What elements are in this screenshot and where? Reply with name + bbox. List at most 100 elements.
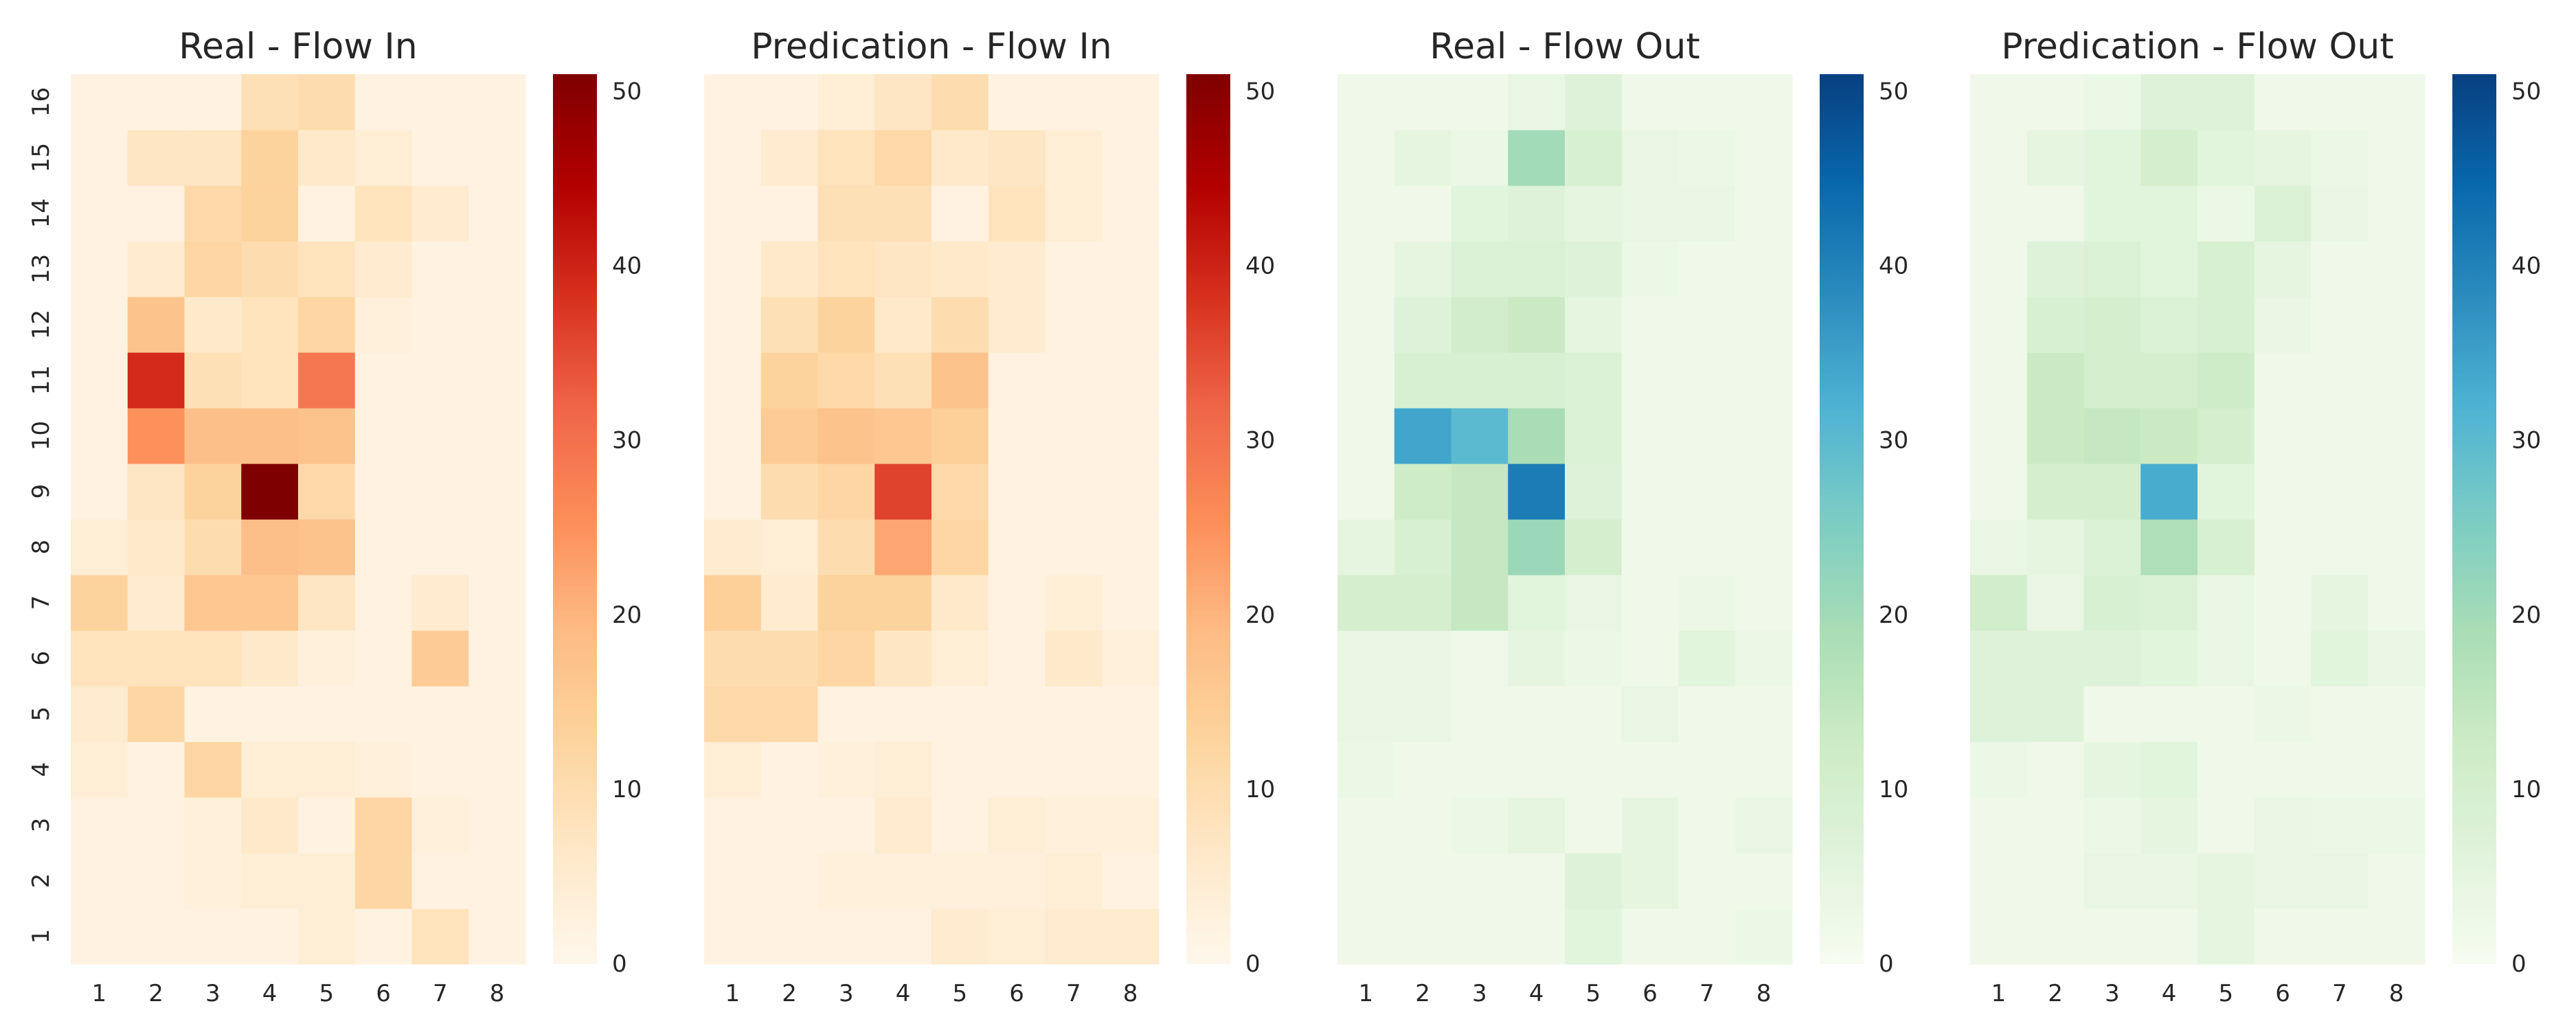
heatmap-cell — [468, 464, 526, 520]
heatmap-cell — [1394, 352, 1452, 409]
colorbar-tick-label: 10 — [2511, 776, 2541, 803]
heatmap-cell — [1045, 686, 1103, 742]
heatmap-cell — [1565, 297, 1623, 353]
heatmap-cell — [2311, 575, 2369, 631]
heatmap-cell — [411, 908, 469, 965]
heatmap-cell — [1621, 297, 1680, 353]
heatmap-cell — [184, 185, 242, 242]
heatmap-cell — [817, 185, 875, 242]
heatmap-cell — [2197, 853, 2255, 909]
heatmap-cell — [298, 408, 356, 464]
heatmap-cell — [2083, 464, 2141, 520]
heatmap-cell — [71, 630, 128, 687]
heatmap-cell — [704, 686, 762, 742]
heatmap-cell — [241, 185, 299, 242]
heatmap-cell — [1337, 74, 1395, 130]
heatmap-cell — [127, 908, 185, 965]
heatmap-cell — [241, 908, 299, 965]
colorbar-tick-label: 50 — [2511, 78, 2541, 105]
heatmap-cell — [127, 352, 185, 409]
heatmap-cell — [2026, 686, 2085, 742]
heatmap-cell — [1045, 464, 1103, 520]
heatmap-cell — [2140, 853, 2198, 909]
heatmap-cell — [1337, 185, 1395, 242]
heatmap-cell — [988, 185, 1046, 242]
heatmap-cell — [468, 74, 526, 130]
heatmap-cell — [2140, 630, 2198, 687]
heatmap-cell — [704, 352, 762, 409]
heatmap-cell — [1451, 297, 1509, 353]
heatmap-cell — [874, 686, 932, 742]
heatmap-cell — [2026, 575, 2085, 631]
heatmap-cell — [1102, 742, 1160, 798]
colorbar-tick-label: 0 — [1245, 950, 1261, 978]
heatmap-cell — [1337, 575, 1395, 631]
heatmap-cell — [988, 241, 1046, 297]
heatmap-cell — [1045, 130, 1103, 186]
heatmap-cell — [411, 185, 469, 242]
heatmap-cell — [298, 630, 356, 687]
heatmap-cell — [1102, 185, 1160, 242]
heatmap-cell — [71, 686, 128, 742]
heatmap-cell — [817, 908, 875, 965]
heatmap-cell — [2368, 464, 2426, 520]
heatmap-cell — [2140, 74, 2198, 130]
heatmap-cell — [1970, 742, 2028, 798]
heatmap-cell — [2140, 130, 2198, 186]
colorbar-tick-label: 0 — [1879, 950, 1894, 978]
chart-title: Real - Flow In — [179, 26, 417, 67]
heatmap-cell — [760, 408, 819, 464]
x-tick-label: 2 — [2048, 980, 2063, 1007]
heatmap-cell — [2026, 853, 2085, 909]
heatmap-cell — [1621, 185, 1680, 242]
heatmap-cell — [411, 74, 469, 130]
heatmap-cell — [2083, 797, 2141, 854]
heatmap-cell — [354, 241, 413, 297]
heatmap-cell — [1045, 797, 1103, 854]
heatmap-cell — [71, 130, 128, 186]
heatmap-cell — [874, 130, 932, 186]
heatmap-cell — [411, 575, 469, 631]
x-tick-label: 5 — [953, 980, 968, 1007]
heatmap-cell — [1508, 130, 1566, 186]
heatmap-cell — [2368, 408, 2426, 464]
heatmap-cell — [988, 686, 1046, 742]
heatmap-cell — [988, 630, 1046, 687]
heatmap-cell — [71, 352, 128, 409]
heatmap-cell — [411, 130, 469, 186]
heatmap-cell — [1735, 74, 1793, 130]
heatmap-cell — [2311, 74, 2369, 130]
colorbar-tick-label: 30 — [2511, 427, 2541, 455]
heatmap-cell — [71, 797, 128, 854]
heatmap-cell — [704, 241, 762, 297]
heatmap-cell — [298, 464, 356, 520]
heatmap-cell — [71, 297, 128, 353]
heatmap-cell — [1565, 686, 1623, 742]
heatmap-cell — [2311, 686, 2369, 742]
heatmap-cell — [931, 464, 989, 520]
heatmap-cell — [1621, 241, 1680, 297]
heatmap-cell — [704, 853, 762, 909]
heatmap-cell — [1451, 575, 1509, 631]
colorbar-tick-label: 20 — [1245, 602, 1275, 629]
heatmap-cell — [1621, 908, 1680, 965]
heatmap-cell — [1337, 908, 1395, 965]
heatmap-cell — [2311, 464, 2369, 520]
x-tick-label: 3 — [2105, 980, 2120, 1007]
colorbar-tick-label: 30 — [1245, 427, 1275, 455]
heatmap-cell — [1337, 241, 1395, 297]
heatmap-cell — [1102, 352, 1160, 409]
heatmap-cell — [931, 408, 989, 464]
heatmap-cell — [2254, 297, 2312, 353]
heatmap-cell — [704, 630, 762, 687]
heatmap-cell — [184, 908, 242, 965]
heatmap-cell — [760, 630, 819, 687]
y-tick-label: 3 — [27, 818, 55, 833]
heatmap-cell — [1678, 630, 1736, 687]
heatmap-cell — [127, 575, 185, 631]
heatmap-cell — [241, 853, 299, 909]
heatmap-cell — [1337, 630, 1395, 687]
heatmap-cell — [241, 74, 299, 130]
colorbar — [1820, 74, 1864, 964]
heatmap-cell — [1508, 297, 1566, 353]
